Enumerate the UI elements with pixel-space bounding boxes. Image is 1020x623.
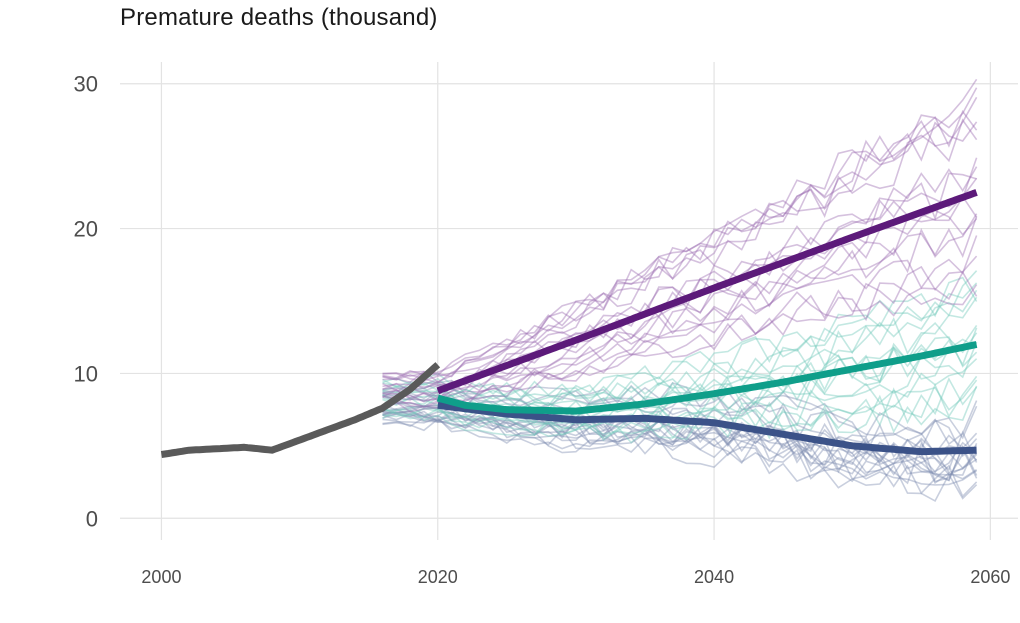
- series-lines: [160, 189, 978, 458]
- x-tick-label: 2020: [418, 567, 458, 587]
- low-simulation-line: [382, 416, 978, 498]
- high-simulation-line: [382, 270, 978, 411]
- x-tick-label: 2040: [694, 567, 734, 587]
- middle-simulation-line: [382, 377, 978, 442]
- high-simulation-line: [382, 121, 978, 384]
- high-simulation-line: [382, 109, 978, 383]
- high-simulation-line: [382, 213, 978, 403]
- low-simulation-line: [382, 413, 978, 486]
- x-tick-label: 2000: [141, 567, 181, 587]
- high-series-line: [436, 189, 978, 395]
- low-simulation-line: [382, 411, 978, 485]
- gridlines: [120, 62, 1018, 540]
- tick-labels: 0 10 20 30 2000 2020 2040 2060: [74, 72, 1011, 587]
- y-tick-label: 0: [86, 506, 98, 531]
- historical-series-line: [160, 362, 441, 458]
- middle-simulation-line: [382, 270, 978, 400]
- high-simulation-line: [382, 78, 978, 379]
- middle-simulation-line: [382, 375, 978, 439]
- y-tick-label: 30: [74, 72, 98, 97]
- high-simulation-line: [382, 172, 977, 388]
- x-tick-label: 2060: [970, 567, 1010, 587]
- low-simulation-line: [382, 410, 978, 480]
- y-tick-label: 10: [74, 361, 98, 386]
- high-simulation-line: [382, 87, 978, 377]
- low-simulation-line: [382, 390, 978, 459]
- middle-simulation-line: [382, 282, 978, 404]
- middle-simulation-line: [382, 296, 978, 411]
- low-simulation-line: [382, 418, 978, 502]
- low-simulation-line: [382, 379, 978, 446]
- low-series-line: [437, 401, 977, 456]
- middle-simulation-line: [382, 289, 978, 407]
- high-simulation-line: [382, 216, 978, 402]
- low-simulation-line: [382, 416, 978, 474]
- middle-series-line: [436, 341, 978, 415]
- middle-simulation-line: [382, 276, 978, 401]
- high-simulation-line: [382, 235, 978, 409]
- middle-simulation-line: [382, 379, 978, 436]
- middle-simulation-line: [382, 385, 978, 444]
- high-simulation-line: [382, 282, 978, 413]
- scenario-simulation-lines: [382, 78, 978, 502]
- low-simulation-line: [382, 404, 978, 473]
- chart-title: Premature deaths (thousand): [120, 4, 438, 31]
- middle-simulation-line: [382, 321, 978, 413]
- low-simulation-line: [382, 413, 978, 482]
- high-simulation-line: [382, 255, 978, 408]
- high-simulation-line: [382, 96, 978, 382]
- high-simulation-line: [382, 118, 978, 384]
- y-tick-label: 20: [74, 217, 98, 242]
- low-simulation-line: [382, 410, 978, 485]
